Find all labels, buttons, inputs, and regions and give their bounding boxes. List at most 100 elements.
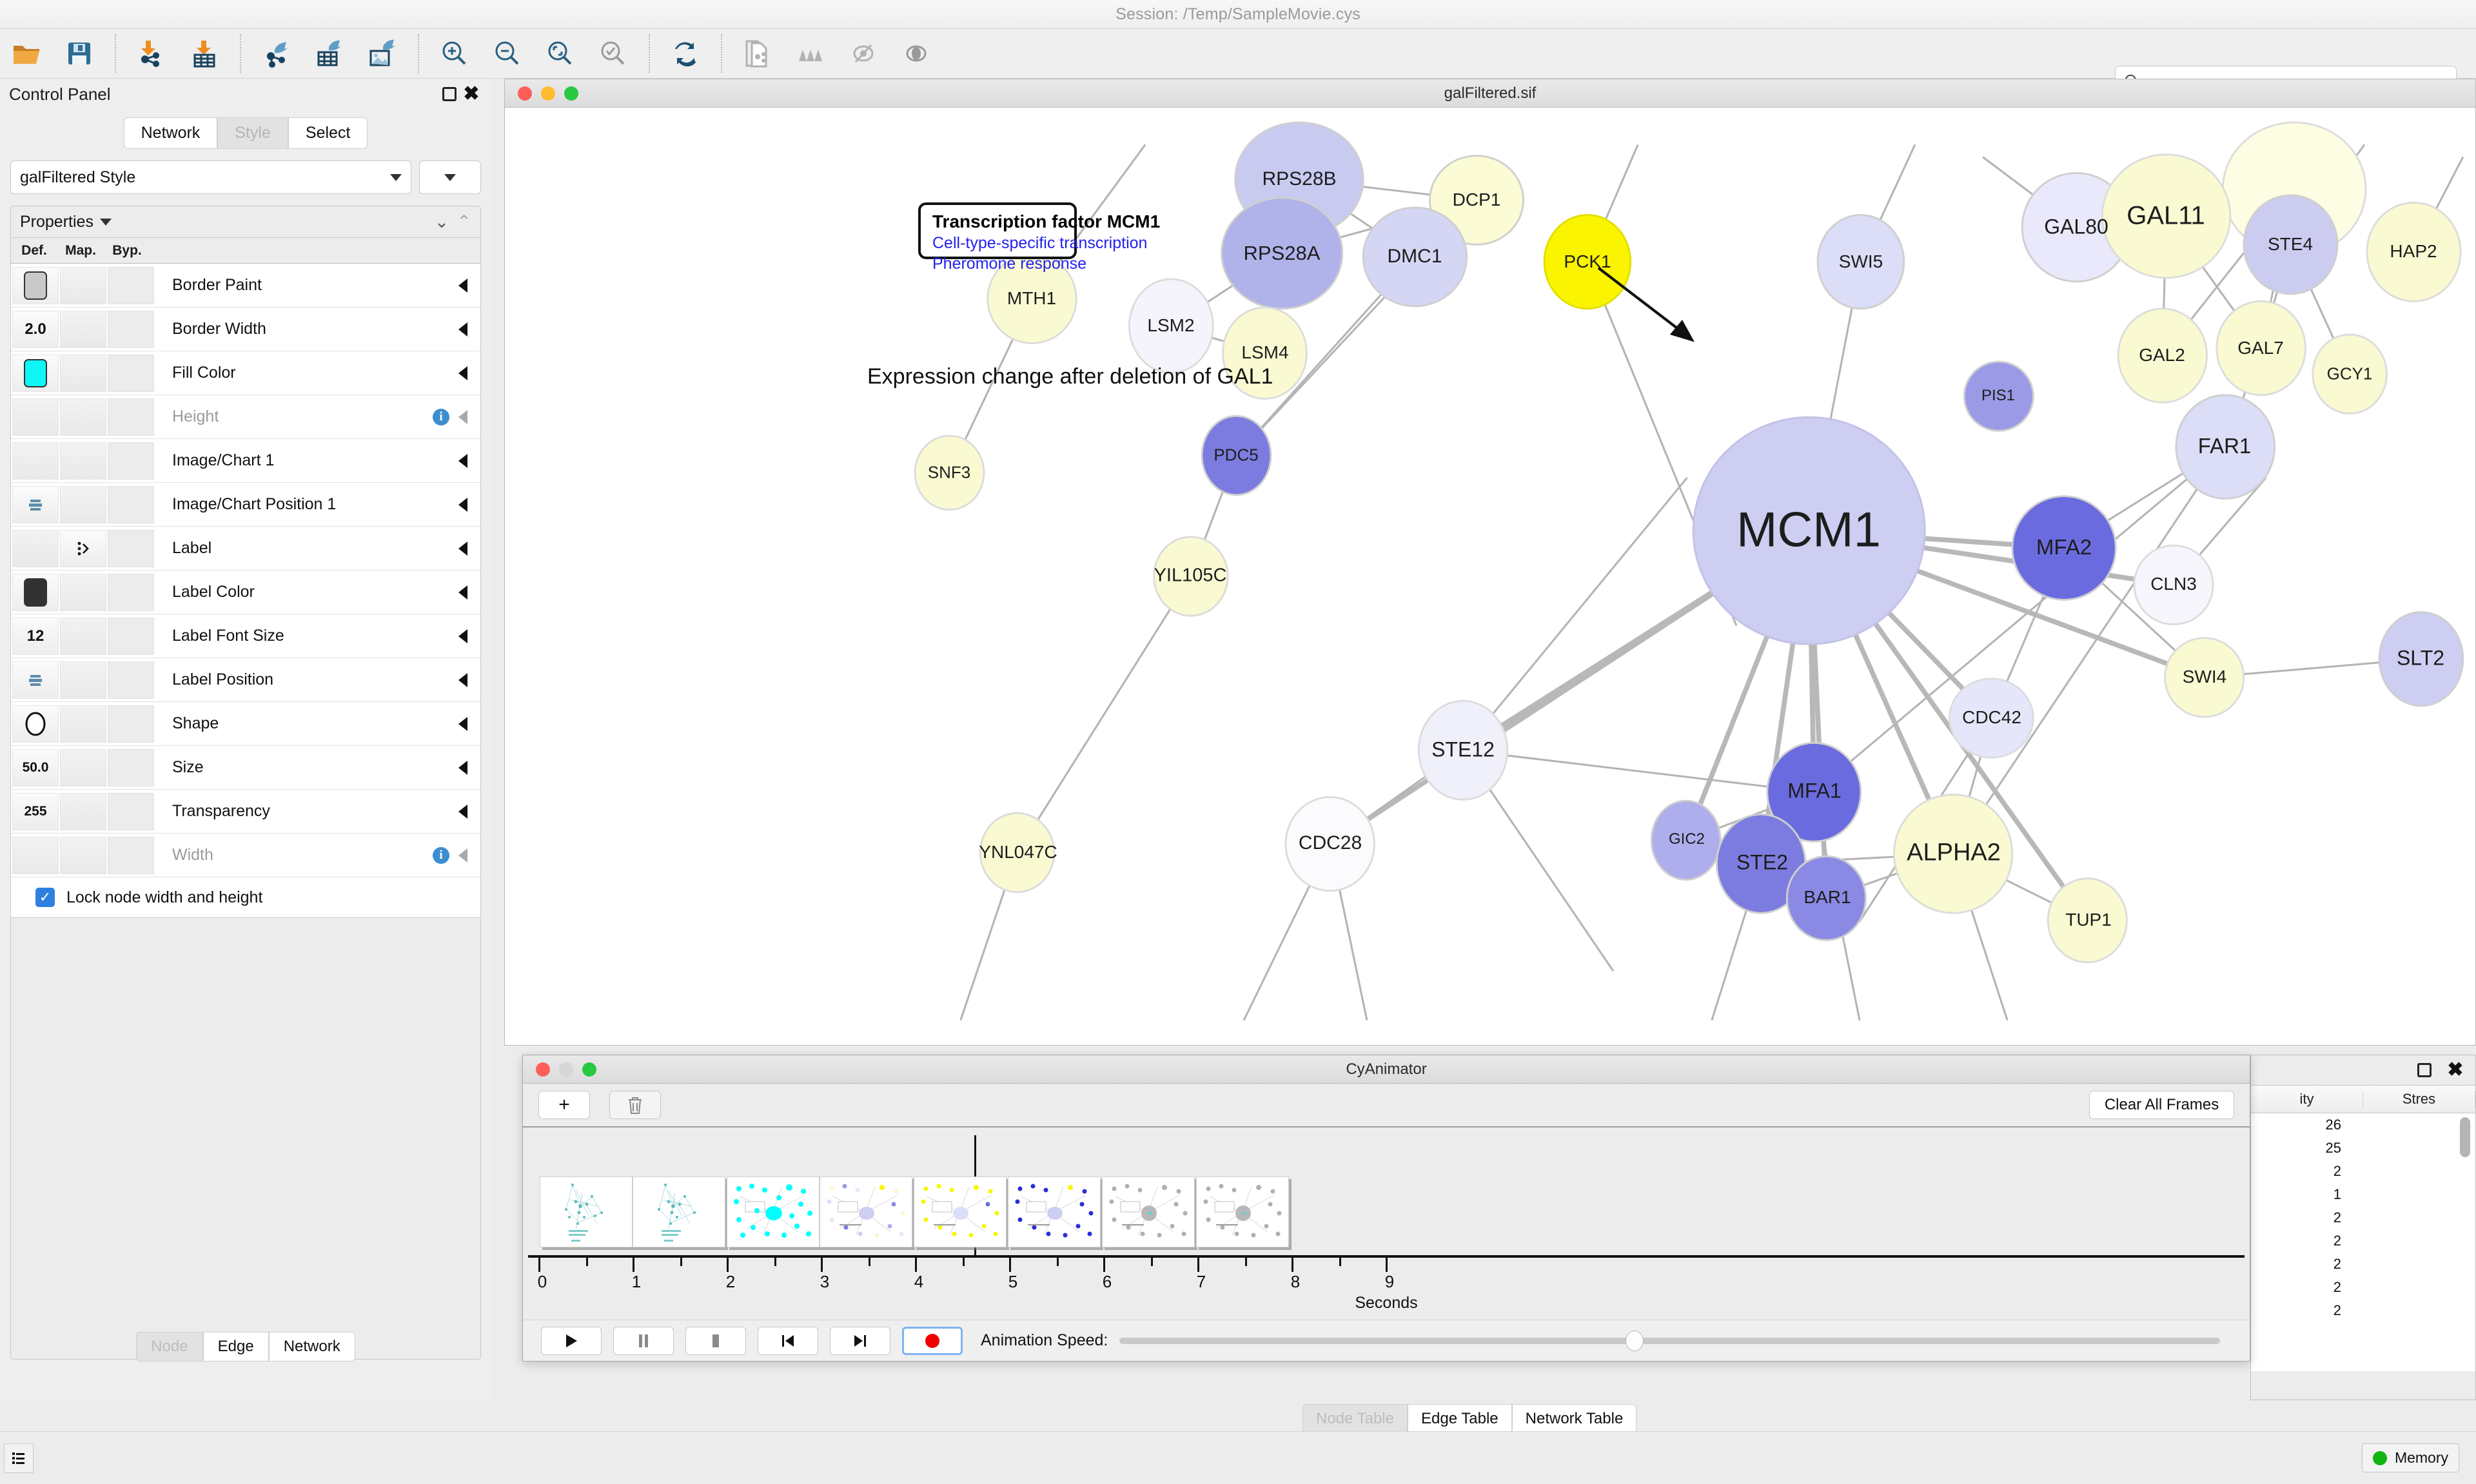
expand-arrow-icon[interactable] (458, 322, 467, 337)
mapping-cell[interactable] (60, 485, 106, 523)
mapping-cell[interactable] (60, 705, 106, 743)
animation-speed-knob[interactable] (1626, 1330, 1644, 1351)
float-panel-button[interactable] (438, 83, 460, 105)
info-icon[interactable]: i (433, 846, 449, 864)
close-table-button[interactable]: ✖ (2444, 1059, 2466, 1081)
expand-arrow-icon[interactable] (458, 804, 467, 819)
tab-edge[interactable]: Edge (202, 1332, 269, 1362)
add-frame-button[interactable]: + (538, 1091, 590, 1119)
property-row-fill-color[interactable]: Fill Color (11, 351, 480, 395)
mapping-cell[interactable] (60, 529, 106, 567)
close-cyanimator-button[interactable] (536, 1062, 550, 1077)
annotation-callout-box[interactable]: Transcription factor MCM1 Cell-type-spec… (918, 202, 1160, 273)
table-row[interactable]: 26 (2251, 1113, 2475, 1137)
expand-arrow-icon[interactable] (458, 497, 467, 512)
property-row-size[interactable]: 50.0 Size (11, 746, 480, 790)
table-row[interactable]: 2 (2251, 1299, 2475, 1322)
expand-arrow-icon[interactable] (458, 585, 467, 600)
mapping-cell[interactable] (60, 442, 106, 480)
refresh-icon[interactable] (659, 32, 712, 75)
default-value-cell[interactable] (12, 266, 59, 304)
property-row-label-position[interactable]: Label Position (11, 658, 480, 702)
clear-all-frames-button[interactable]: Clear All Frames (2089, 1091, 2234, 1119)
default-value-cell[interactable]: 255 (12, 792, 59, 830)
timeline-frame-2[interactable] (727, 1176, 820, 1247)
default-value-cell[interactable] (12, 529, 59, 567)
timeline-frame-1[interactable] (633, 1176, 725, 1247)
zoom-in-icon[interactable] (428, 32, 481, 75)
pause-button[interactable] (613, 1326, 674, 1355)
table-column-ity[interactable]: ity (2251, 1091, 2363, 1108)
bypass-cell[interactable] (108, 529, 154, 567)
table-row[interactable]: 2 (2251, 1229, 2475, 1253)
default-value-cell[interactable]: 2.0 (12, 310, 59, 348)
timeline-frame-0[interactable] (540, 1176, 633, 1247)
property-row-label-color[interactable]: Label Color (11, 571, 480, 614)
table-row[interactable]: 25 (2251, 1137, 2475, 1160)
table-row[interactable]: 2 (2251, 1253, 2475, 1276)
close-panel-button[interactable]: ✖ (460, 83, 482, 105)
maximize-cyanimator-button[interactable] (582, 1062, 596, 1077)
bypass-cell[interactable] (108, 617, 154, 655)
export-image-icon[interactable] (356, 32, 409, 75)
prev-frame-button[interactable] (758, 1326, 818, 1355)
tab-node-table[interactable]: Node Table (1302, 1404, 1408, 1434)
property-row-height[interactable]: Height i (11, 395, 480, 439)
new-network-icon[interactable] (731, 32, 784, 75)
delete-frame-button[interactable] (609, 1091, 661, 1119)
mapping-cell[interactable] (60, 266, 106, 304)
default-value-cell[interactable] (12, 573, 59, 611)
default-value-cell[interactable] (12, 354, 59, 392)
show-all-icon[interactable] (890, 32, 943, 75)
stop-button[interactable] (685, 1326, 746, 1355)
tab-node[interactable]: Node (136, 1332, 203, 1362)
timeline-frame-5[interactable] (1008, 1176, 1101, 1247)
lock-width-height-row[interactable]: ✓ Lock node width and height (11, 877, 480, 917)
expand-arrow-icon[interactable] (458, 716, 467, 731)
default-value-cell[interactable] (12, 661, 59, 699)
close-window-button[interactable] (518, 86, 532, 101)
maximize-window-button[interactable] (564, 86, 578, 101)
table-column-stress[interactable]: Stres (2363, 1091, 2475, 1108)
timeline-frame-7[interactable] (1196, 1176, 1289, 1247)
next-frame-button[interactable] (830, 1326, 890, 1355)
expand-arrow-icon[interactable] (458, 672, 467, 687)
table-row[interactable]: 2 (2251, 1206, 2475, 1229)
mapping-cell[interactable] (60, 792, 106, 830)
open-file-icon[interactable] (0, 32, 53, 75)
expand-arrow-icon[interactable] (458, 541, 467, 556)
style-options-button[interactable] (419, 161, 481, 194)
default-value-cell[interactable] (12, 442, 59, 480)
export-table-icon[interactable] (303, 32, 356, 75)
save-session-icon[interactable] (53, 32, 106, 75)
tab-style[interactable]: Style (217, 117, 288, 149)
bypass-cell[interactable] (108, 792, 154, 830)
expand-arrow-icon[interactable] (458, 629, 467, 643)
property-row-border-width[interactable]: 2.0 Border Width (11, 308, 480, 351)
property-row-transparency[interactable]: 255 Transparency (11, 790, 480, 834)
bypass-cell[interactable] (108, 442, 154, 480)
hide-selected-icon[interactable] (837, 32, 890, 75)
default-value-cell[interactable]: 12 (12, 617, 59, 655)
bypass-cell[interactable] (108, 705, 154, 743)
tab-network[interactable]: Network (123, 117, 218, 149)
mapping-cell[interactable] (60, 310, 106, 348)
memory-status-button[interactable]: Memory (2361, 1443, 2459, 1472)
tab-network-style[interactable]: Network (268, 1332, 355, 1362)
info-icon[interactable]: i (433, 408, 449, 425)
cyanimator-timeline[interactable]: 0 1 2 3 4 5 6 7 8 9 Seconds (523, 1128, 2250, 1312)
property-row-shape[interactable]: Shape (11, 702, 480, 746)
property-row-width[interactable]: Width i (11, 834, 480, 877)
collapse-all-icon[interactable]: ⌃ (457, 211, 471, 231)
properties-menu-icon[interactable] (99, 218, 112, 226)
timeline-frame-4[interactable] (914, 1176, 1007, 1247)
bypass-cell[interactable] (108, 354, 154, 392)
bypass-cell[interactable] (108, 661, 154, 699)
float-table-button[interactable] (2413, 1059, 2435, 1081)
timeline-frame-6[interactable] (1102, 1176, 1195, 1247)
mapping-cell[interactable] (60, 748, 106, 786)
table-scrollbar-thumb[interactable] (2460, 1117, 2470, 1157)
lock-checkbox[interactable]: ✓ (35, 888, 55, 907)
bypass-cell[interactable] (108, 748, 154, 786)
expand-arrow-icon[interactable] (458, 453, 467, 468)
